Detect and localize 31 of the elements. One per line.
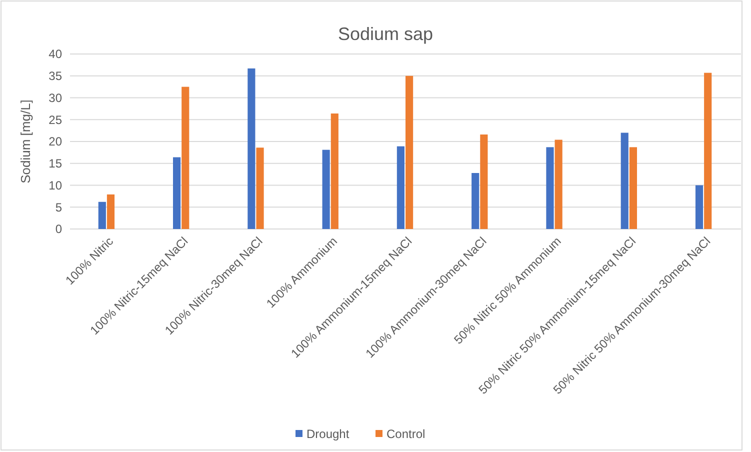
bar <box>480 134 488 229</box>
bar <box>98 202 106 229</box>
bar <box>406 76 414 229</box>
chart-title: Sodium sap <box>338 24 434 44</box>
bar <box>330 114 338 229</box>
bar <box>182 86 190 229</box>
bar <box>248 68 256 229</box>
y-tick-label: 20 <box>48 134 62 149</box>
y-axis-title: Sodium [mg/L] <box>18 100 33 184</box>
y-tick-label: 10 <box>48 178 62 192</box>
y-tick-label: 30 <box>48 90 62 105</box>
bar <box>620 132 628 229</box>
bar <box>322 150 330 229</box>
bar <box>396 146 404 229</box>
legend-label: Control <box>386 427 426 442</box>
y-tick-label: 40 <box>48 47 62 62</box>
y-tick-label: 15 <box>48 156 62 171</box>
y-tick-label: 0 <box>55 222 62 236</box>
bar <box>173 157 181 229</box>
legend-label: Drought <box>306 427 350 442</box>
bar <box>695 185 704 229</box>
bar <box>256 148 264 229</box>
bar <box>704 72 712 229</box>
bar <box>629 147 637 229</box>
bar <box>546 147 554 229</box>
y-tick-label: 35 <box>48 69 62 84</box>
y-tick-label: 25 <box>48 112 62 127</box>
y-tick-label: 5 <box>55 200 62 214</box>
bar <box>554 140 562 229</box>
bar <box>472 173 480 229</box>
bar <box>106 194 115 229</box>
